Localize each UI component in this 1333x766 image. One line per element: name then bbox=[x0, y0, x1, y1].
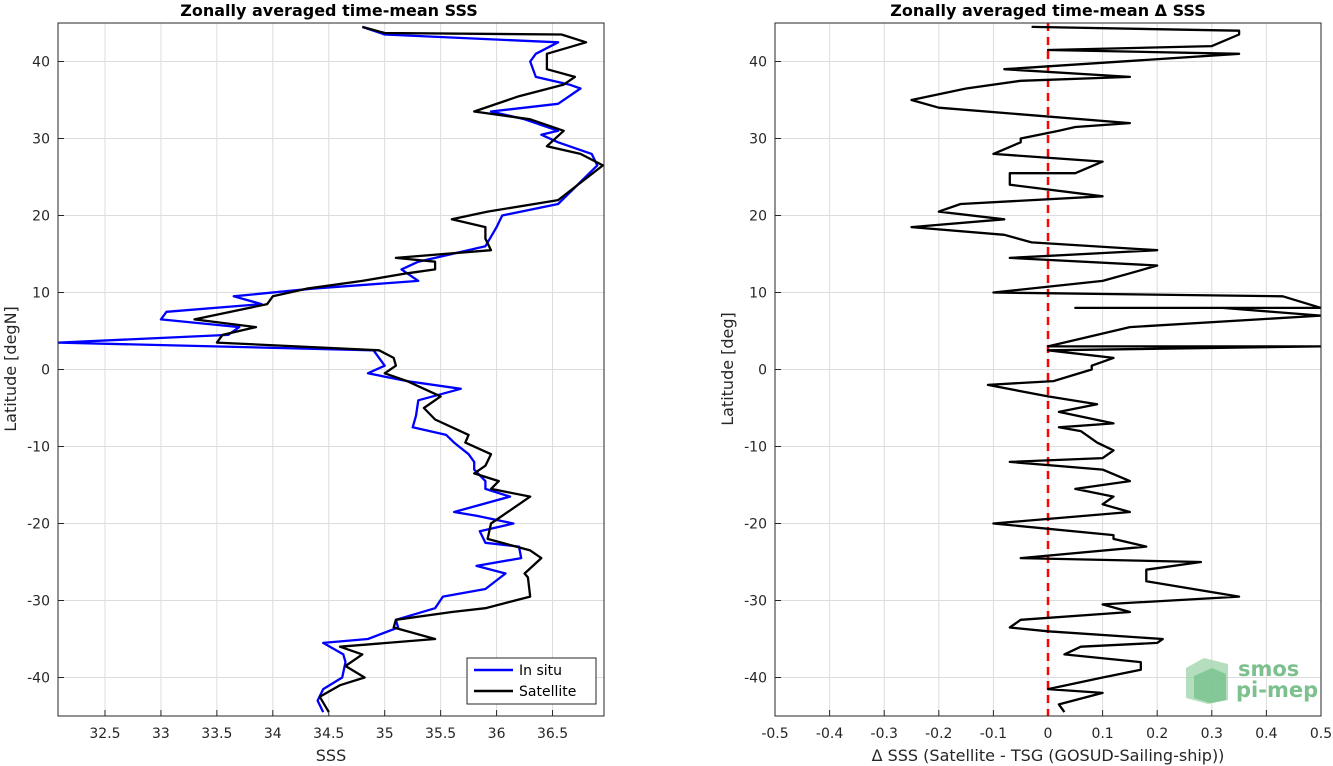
right-x-tick-label: -0.1 bbox=[980, 726, 1007, 742]
left-series-lines bbox=[58, 25, 604, 713]
right-x-tick-label: 0.3 bbox=[1201, 726, 1223, 742]
left-y-tick-label: -30 bbox=[27, 594, 50, 610]
right-x-tick-label: 0.1 bbox=[1091, 726, 1113, 742]
right-x-tick-label: -0.4 bbox=[816, 726, 843, 742]
right-x-tick-label: 0.2 bbox=[1146, 726, 1168, 742]
right-x-tick-label: 0.5 bbox=[1310, 726, 1332, 742]
left-y-tick-label: 30 bbox=[32, 132, 50, 148]
right-x-axis-label: Δ SSS (Satellite - TSG (GOSUD-Sailing-sh… bbox=[872, 746, 1225, 765]
right-plot-title: Zonally averaged time-mean Δ SSS bbox=[890, 1, 1206, 20]
right-x-tick-label: 0.4 bbox=[1255, 726, 1277, 742]
right-x-tick-label: -0.2 bbox=[925, 726, 952, 742]
left-x-tick-label: 35 bbox=[376, 726, 394, 742]
right-y-axis-label: Latitude [deg] bbox=[718, 312, 737, 426]
left-x-tick-label: 33 bbox=[152, 726, 170, 742]
right-y-tick-label: 20 bbox=[749, 209, 767, 225]
right-plot-frame bbox=[774, 22, 1322, 717]
right-y-tick-label: 0 bbox=[758, 363, 767, 379]
left-series-line-in-situ bbox=[58, 25, 599, 713]
logo-emblem-shade-icon bbox=[1194, 668, 1226, 703]
left-x-tick-label: 36 bbox=[488, 726, 506, 742]
right-y-tick-label: -30 bbox=[744, 594, 767, 610]
legend: In situ Satellite bbox=[466, 657, 597, 705]
left-x-tick-label: 32.5 bbox=[89, 726, 120, 742]
left-y-tick-label: -40 bbox=[27, 671, 50, 687]
logo-text-line1: smos bbox=[1238, 657, 1299, 681]
left-y-tick-label: 0 bbox=[41, 363, 50, 379]
right-x-tick-label: -0.3 bbox=[871, 726, 898, 742]
left-x-axis-label: SSS bbox=[316, 746, 346, 765]
left-y-tick-label: -10 bbox=[27, 440, 50, 456]
left-y-tick-labels: -40 -30 -20 -10 0 10 20 30 40 bbox=[27, 55, 50, 687]
right-y-tick-label: 40 bbox=[749, 55, 767, 71]
right-x-tick-labels: -0.5 -0.4 -0.3 -0.2 -0.1 0 0.1 0.2 0.3 0.4 0.5 bbox=[761, 726, 1332, 742]
left-x-tick-label: 36.5 bbox=[537, 726, 568, 742]
left-gridlines bbox=[58, 23, 604, 716]
left-x-tick-label: 34 bbox=[264, 726, 282, 742]
right-y-tick-label: -40 bbox=[744, 671, 767, 687]
left-plot: Zonally averaged time-mean SSS 32.5 33 33.… bbox=[1, 1, 605, 765]
legend-label-satellite: Satellite bbox=[519, 684, 576, 700]
left-x-tick-label: 33.5 bbox=[201, 726, 232, 742]
right-plot: Zonally averaged time-mean Δ SSS -0.5 -0.… bbox=[718, 1, 1332, 765]
left-x-tick-labels: 32.5 33 33.5 34 34.5 35 35.5 36 36.5 bbox=[89, 726, 568, 742]
left-x-tick-label: 35.5 bbox=[425, 726, 456, 742]
right-x-tick-label: -0.5 bbox=[761, 726, 788, 742]
right-y-tick-labels: -40 -30 -20 -10 0 10 20 30 40 bbox=[744, 55, 767, 687]
left-x-tick-label: 34.5 bbox=[313, 726, 344, 742]
right-y-tick-label: 10 bbox=[749, 286, 767, 302]
legend-box bbox=[466, 657, 597, 705]
right-y-tick-label: 30 bbox=[749, 132, 767, 148]
right-y-tick-label: -10 bbox=[744, 440, 767, 456]
right-series-line-delta-sss bbox=[910, 25, 1321, 713]
left-y-tick-label: -20 bbox=[27, 517, 50, 533]
left-y-tick-label: 40 bbox=[32, 55, 50, 71]
legend-label-in-situ: In situ bbox=[519, 663, 562, 679]
right-y-tick-label: -20 bbox=[744, 517, 767, 533]
left-y-axis-label: Latitude [degN] bbox=[1, 306, 20, 432]
logo-text-line2: pi-mep bbox=[1236, 678, 1318, 702]
smos-pi-mep-logo: smos pi-mep bbox=[1186, 657, 1318, 704]
right-x-tick-label: 0 bbox=[1044, 726, 1053, 742]
left-plot-title: Zonally averaged time-mean SSS bbox=[180, 1, 478, 20]
left-plot-frame bbox=[57, 22, 605, 717]
left-series-line-satellite bbox=[193, 25, 604, 713]
left-y-tick-label: 20 bbox=[32, 209, 50, 225]
right-series-lines bbox=[910, 25, 1321, 713]
left-y-tick-label: 10 bbox=[32, 286, 50, 302]
